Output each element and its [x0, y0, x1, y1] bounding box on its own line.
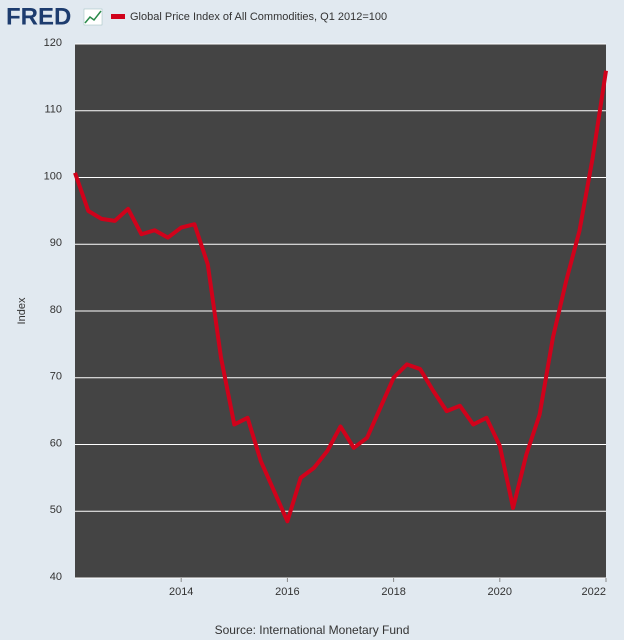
y-tick-label: 110: [44, 104, 62, 116]
y-tick-label: 40: [50, 571, 62, 583]
y-tick-label: 60: [50, 437, 62, 449]
y-tick-label: 90: [50, 237, 62, 249]
logo: FRED: [6, 3, 71, 30]
y-tick-label: 80: [50, 304, 62, 316]
x-tick-label: 2018: [381, 586, 405, 598]
x-tick-label: 2014: [169, 586, 193, 598]
y-tick-label: 100: [44, 170, 62, 182]
data-line: [73, 70, 608, 524]
x-tick-label: 2016: [275, 586, 299, 598]
legend-label: Global Price Index of All Commodities, Q…: [130, 11, 387, 23]
logo-icon: [83, 8, 103, 26]
source: Source: International Monetary Fund: [215, 623, 410, 637]
y-tick-label: 120: [44, 37, 62, 49]
x-tick-label: 2022: [582, 586, 606, 598]
legend-swatch: [111, 14, 125, 19]
y-tick-label: 70: [50, 371, 62, 383]
y-tick-label: 50: [50, 504, 62, 516]
y-axis-label: Index: [16, 297, 28, 324]
x-tick-label: 2020: [488, 586, 512, 598]
